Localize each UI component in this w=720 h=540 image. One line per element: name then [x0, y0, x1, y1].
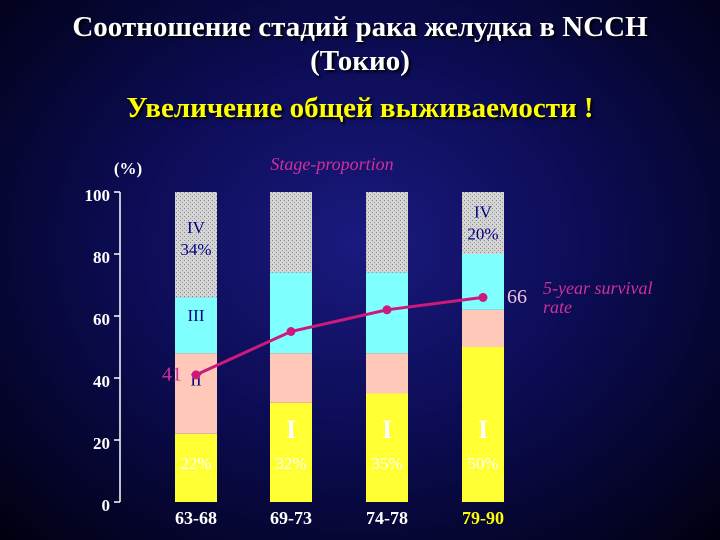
- x-tick-label: 69-73: [270, 508, 312, 528]
- value-label: 50%: [467, 454, 498, 473]
- bar-segment: [366, 192, 408, 273]
- slide-title: Соотношение стадий рака желудка в NCCH (…: [72, 11, 648, 77]
- segment-name: I: [286, 415, 296, 444]
- bar-segment: [270, 272, 312, 354]
- bar-segment: [270, 353, 312, 403]
- bar-segment: [270, 402, 312, 502]
- line-point: [191, 370, 201, 380]
- y-axis-label: (%): [114, 159, 142, 178]
- segment-name: IV: [187, 218, 206, 237]
- bar-segment: [175, 192, 217, 298]
- segment-name: I: [382, 415, 392, 444]
- y-tick-label: 40: [93, 372, 110, 391]
- bar-segment: [462, 192, 504, 254]
- segment-name: I: [478, 415, 488, 444]
- bar-segment: [175, 297, 217, 354]
- point-label: 41: [162, 363, 182, 385]
- x-tick-label: 63-68: [175, 508, 217, 528]
- bar-segment: [270, 192, 312, 273]
- value-label: 22%: [180, 454, 211, 473]
- y-tick-label: 20: [93, 434, 110, 453]
- y-tick-label: 60: [93, 310, 110, 329]
- bar-segment: [175, 433, 217, 502]
- value-label: 32%: [275, 454, 306, 473]
- bar-segment: [366, 353, 408, 394]
- segment-name: IV: [474, 203, 493, 222]
- point-label: 66: [507, 286, 527, 308]
- value-label: 34%: [180, 240, 211, 259]
- bar-segment: [366, 393, 408, 502]
- x-tick-label: 79-90: [462, 508, 504, 528]
- segment-name: III: [188, 306, 205, 325]
- y-tick-label: 0: [102, 496, 111, 515]
- y-tick-label: 100: [85, 186, 111, 205]
- value-label: 20%: [467, 225, 498, 244]
- line-point: [382, 305, 392, 315]
- line: [195, 295, 484, 377]
- bar-segment: [462, 309, 504, 347]
- x-tick-label: 74-78: [366, 508, 408, 528]
- segment-name: II: [190, 370, 202, 389]
- bar-segment: [175, 353, 217, 434]
- line-point: [478, 292, 488, 302]
- line-point: [286, 327, 296, 336]
- value-label: 35%: [371, 454, 402, 473]
- chart-title: Stage-proportion: [270, 154, 393, 174]
- bar-segment: [462, 347, 504, 502]
- line-legend: 5-year survival rate: [543, 278, 653, 317]
- y-tick-label: 80: [93, 248, 110, 267]
- slide-subtitle: Увеличение общей выживаемости !: [126, 92, 594, 124]
